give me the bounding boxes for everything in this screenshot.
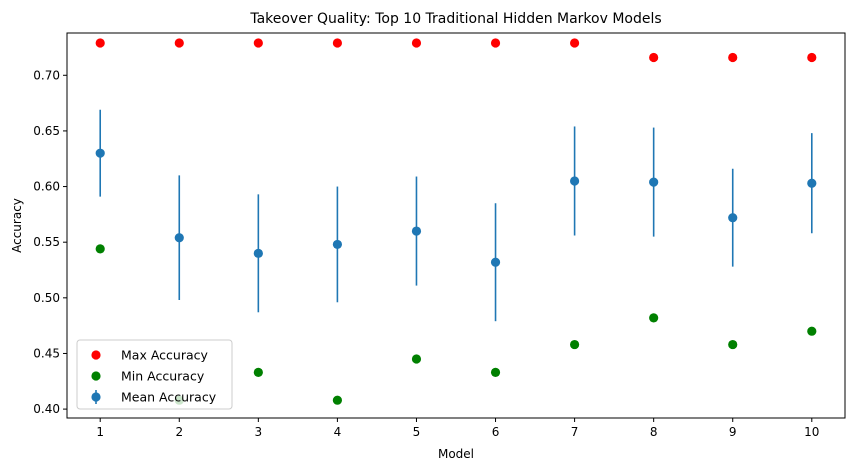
chart-title: Takeover Quality: Top 10 Traditional Hid…	[249, 11, 661, 27]
max-accuracy-point	[253, 38, 263, 48]
x-tick-label: 9	[729, 425, 737, 439]
mean-accuracy-point	[95, 148, 105, 158]
x-tick-label: 8	[650, 425, 658, 439]
plot-area	[95, 38, 817, 405]
x-tick-label: 1	[96, 425, 104, 439]
y-tick-label: 0.55	[33, 235, 60, 249]
max-accuracy-point	[95, 38, 105, 48]
min-accuracy-point	[649, 313, 659, 323]
y-tick-label: 0.45	[33, 346, 60, 360]
legend: Max Accuracy Min Accuracy Mean Accuracy	[76, 339, 233, 410]
mean-accuracy-point	[649, 177, 659, 187]
mean-accuracy-point	[490, 257, 501, 267]
y-axis-label: Accuracy	[10, 198, 24, 253]
legend-marker	[91, 371, 101, 381]
max-accuracy-point	[411, 38, 422, 48]
x-tick-label: 4	[334, 425, 342, 439]
y-tick-label: 0.50	[33, 291, 60, 305]
y-tick-label: 0.65	[33, 124, 60, 138]
x-tick-label: 10	[804, 425, 819, 439]
min-accuracy-point	[728, 339, 738, 350]
y-tick-label: 0.60	[33, 180, 60, 194]
mean-accuracy-point	[411, 226, 422, 236]
mean-accuracy-point	[728, 213, 738, 223]
plot-frame	[66, 32, 846, 419]
legend-label: Mean Accuracy	[121, 390, 217, 405]
min-accuracy-point	[807, 326, 817, 336]
x-tick-label: 2	[175, 425, 183, 439]
x-axis-label: Model	[438, 447, 474, 461]
mean-accuracy-point	[569, 176, 580, 186]
x-tick-label: 3	[255, 425, 263, 439]
axes: 1 2 3 4 5 6 7 8 9 10 0.40 0.45 0.50 0.55 0.60 0.65 0.70	[33, 68, 819, 439]
min-accuracy-point	[253, 367, 263, 377]
min-accuracy-point	[411, 354, 422, 364]
min-accuracy-point	[490, 367, 501, 377]
y-tick-label: 0.40	[33, 402, 60, 416]
max-accuracy-point	[490, 38, 501, 48]
min-accuracy-point	[569, 339, 580, 350]
max-accuracy-point	[569, 38, 580, 48]
max-accuracy-point	[174, 38, 184, 48]
mean-accuracy-point	[807, 178, 817, 188]
max-accuracy-point	[728, 52, 738, 63]
mean-accuracy-point	[332, 239, 343, 250]
y-tick-label: 0.70	[33, 68, 60, 82]
mean-accuracy-point	[174, 233, 184, 243]
mean-accuracy-point	[253, 248, 263, 258]
min-accuracy-point	[332, 395, 343, 405]
max-accuracy-point	[332, 38, 343, 48]
x-tick-label: 6	[492, 425, 500, 439]
legend-label: Max Accuracy	[121, 348, 208, 363]
max-accuracy-point	[649, 52, 659, 63]
x-tick-label: 7	[571, 425, 579, 439]
max-accuracy-point	[807, 52, 817, 63]
legend-marker	[91, 392, 101, 402]
x-tick-label: 5	[413, 425, 421, 439]
legend-label: Min Accuracy	[121, 369, 205, 384]
legend-box	[76, 339, 233, 410]
legend-marker	[91, 350, 101, 360]
min-accuracy-point	[95, 244, 105, 254]
